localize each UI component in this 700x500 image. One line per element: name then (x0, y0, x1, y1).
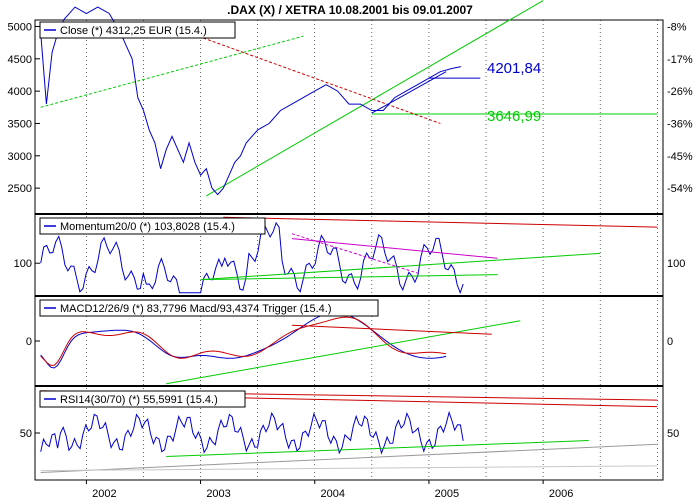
y-tick-label-right: -8% (667, 21, 687, 33)
trend-line (206, 0, 544, 197)
trend-line (200, 252, 601, 281)
y-tick-label-right: 50 (667, 428, 679, 440)
y-tick-label-right: -36% (667, 118, 693, 130)
resistance-line (291, 324, 492, 335)
x-tick-label: 2004 (321, 488, 345, 500)
resistance-line (188, 32, 441, 124)
y-tick-label-right: -17% (667, 54, 693, 66)
x-tick-label: 2003 (206, 488, 230, 500)
legend-box (39, 390, 246, 408)
y-tick-label-right: -45% (667, 151, 693, 163)
legend-label: RSI14(30/70) (*) 55,5991 (15.4.) (60, 394, 218, 406)
y-tick-label: 3500 (8, 118, 32, 130)
x-tick-label: 2002 (92, 488, 116, 500)
y-tick-label: 4500 (8, 54, 32, 66)
price-series (40, 6, 462, 196)
trend-line (291, 238, 498, 259)
y-tick-label: 2500 (8, 183, 32, 195)
annotation-label: 4201,84 (487, 60, 541, 77)
rsi-series (40, 410, 464, 455)
chart-title: .DAX (X) / XETRA 10.08.2001 bis 09.01.20… (227, 3, 473, 17)
trigger-series (40, 316, 447, 366)
y-tick-label: 100 (14, 258, 32, 270)
y-tick-label: 5000 (8, 21, 32, 33)
annotation-label: 3646,99 (487, 108, 541, 125)
trend-line (371, 71, 447, 114)
y-tick-label-right: 0 (667, 336, 673, 348)
resistance-line (223, 216, 658, 228)
legend-box (39, 299, 379, 317)
y-tick-label-right: -54% (667, 183, 693, 195)
legend-label: Momentum20/0 (*) 103,8028 (15.4.) (60, 221, 235, 233)
y-tick-label-right: -26% (667, 86, 693, 98)
macd-series (40, 312, 447, 369)
legend-label: Close (*) 4312,25 EUR (15.4.) (60, 25, 207, 37)
momentum-series (40, 221, 464, 295)
trend-line (200, 274, 498, 281)
x-tick-label: 2005 (435, 488, 459, 500)
y-tick-label: 3000 (8, 151, 32, 163)
legend-label: MACD12/26/9 (*) 83,7796 Macd/93,4374 Tri… (60, 303, 331, 315)
y-tick-label: 0 (26, 336, 32, 348)
trend-line (291, 233, 418, 274)
x-tick-label: 2006 (549, 488, 573, 500)
y-tick-label: 50 (20, 428, 32, 440)
legend-box (39, 21, 236, 39)
y-tick-label: 4000 (8, 86, 32, 98)
legend-box (39, 217, 266, 235)
trend-line (40, 465, 658, 472)
trend-line (166, 440, 589, 457)
trend-line (40, 443, 658, 473)
panel-frame (34, 19, 664, 215)
y-tick-label-right: 100 (667, 258, 685, 270)
trend-line (40, 35, 304, 108)
trend-line (166, 320, 521, 385)
